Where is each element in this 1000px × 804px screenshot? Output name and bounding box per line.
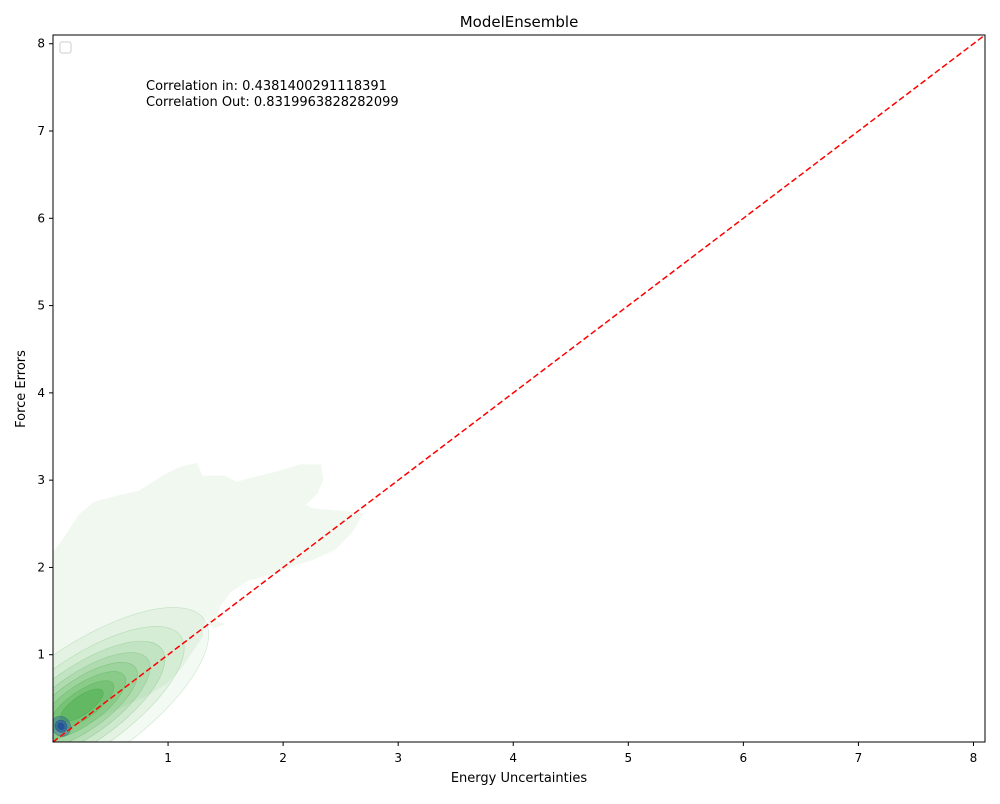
density-outer-region: [53, 462, 364, 742]
x-tick-label: 7: [855, 751, 863, 765]
y-tick-label: 4: [37, 386, 45, 400]
x-tick-label: 4: [509, 751, 517, 765]
density-contour-0-7: [60, 688, 104, 722]
x-tick-label: 8: [970, 751, 978, 765]
density-series-0: [53, 462, 364, 742]
y-tick-label: 8: [37, 37, 45, 51]
y-axis-label: Force Errors: [14, 350, 29, 428]
annotation-correlation-out: Correlation Out: 0.8319963828282099: [146, 95, 399, 110]
x-tick-label: 6: [740, 751, 748, 765]
x-tick-label: 5: [624, 751, 632, 765]
density-contour-0-1: [53, 626, 185, 742]
chart-title: ModelEnsemble: [460, 13, 579, 31]
y-axis: 1 2 3 4 5 6 7 8: [37, 37, 53, 662]
y-tick-label: 6: [37, 211, 45, 225]
density-series-1: [53, 715, 72, 737]
x-axis: 1 2 3 4 5 6 7 8: [164, 742, 977, 765]
density-contour-0-4: [53, 662, 138, 742]
reference-line: [53, 35, 985, 742]
x-tick-label: 2: [279, 751, 287, 765]
y-tick-label: 2: [37, 560, 45, 574]
density-contour-0-3: [53, 652, 151, 742]
plot-area: [53, 35, 985, 742]
plot-frame: [52, 34, 986, 743]
y-tick-label: 7: [37, 124, 45, 138]
density-contour-0-6: [53, 680, 115, 731]
y-tick-label: 3: [37, 473, 45, 487]
density-contour-1-2: [57, 722, 65, 730]
density-contour-0-2: [53, 640, 166, 742]
density-contour-0-0: [53, 607, 210, 742]
legend-box: [59, 41, 72, 54]
y-tick-label: 5: [37, 299, 45, 313]
x-tick-label: 3: [394, 751, 402, 765]
y-tick-label: 1: [37, 648, 45, 662]
x-axis-label: Energy Uncertainties: [451, 771, 588, 786]
x-tick-label: 1: [164, 751, 172, 765]
annotation-correlation-in: Correlation in: 0.4381400291118391: [146, 79, 387, 94]
